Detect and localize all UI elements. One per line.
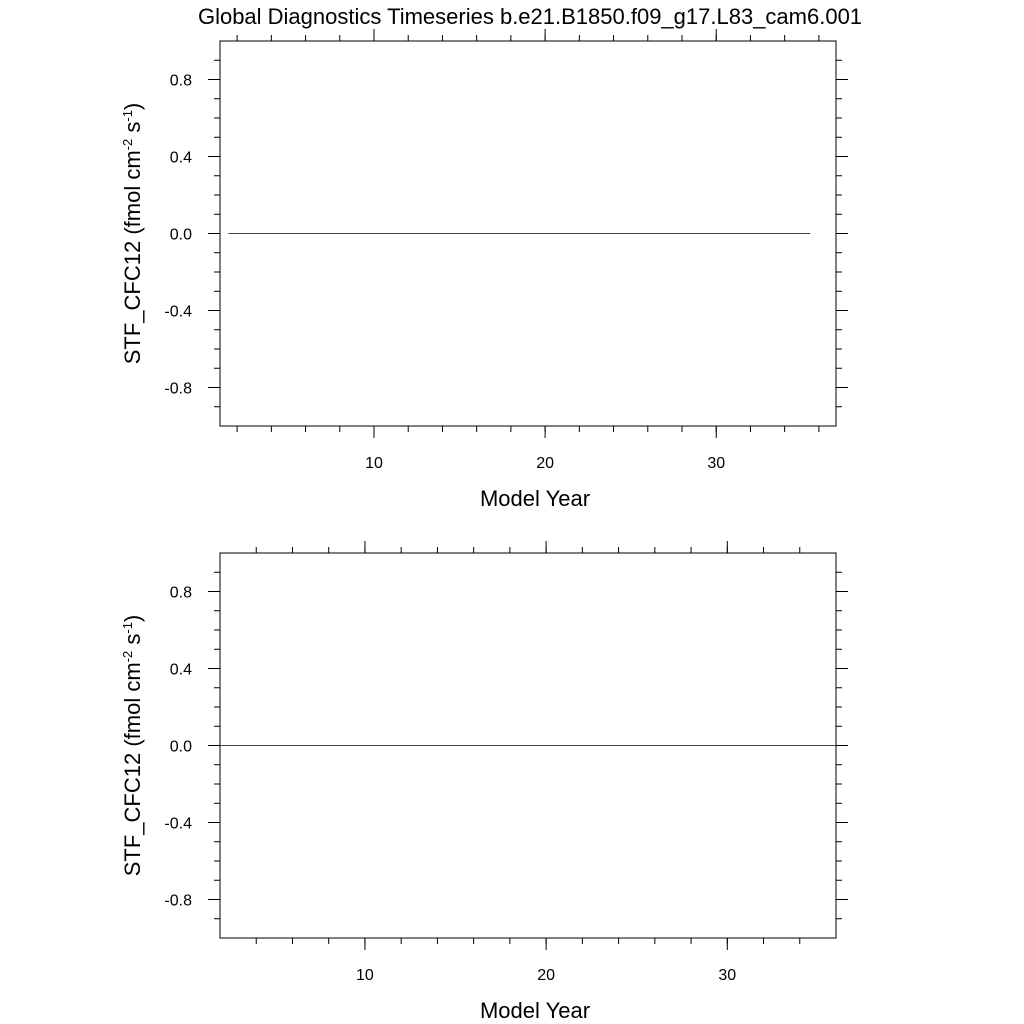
y-tick-label: 0.4 [170, 662, 192, 679]
panels: 10 20 30 0.8 0.4 0.0 -0.4 -0.8 Model Year STF_CFC… [120, 29, 848, 1023]
y-axis-label-sup2: -1 [120, 622, 135, 634]
y-axis-label: STF_CFC12 (fmol cm-2 s-1) [120, 103, 145, 365]
y-axis-label-end: ) [120, 103, 145, 110]
x-axis-label: Model Year [480, 998, 590, 1023]
x-minor-ticks [255, 547, 801, 944]
chart-title: Global Diagnostics Timeseries b.e21.B185… [198, 4, 862, 29]
y-axis-label-sup2: -1 [120, 110, 135, 122]
y-tick-label: -0.8 [164, 893, 192, 910]
y-tick-label: 0.4 [170, 150, 192, 167]
y-axis-label-mid: s [120, 634, 145, 651]
y-tick-label: -0.4 [164, 304, 192, 321]
y-axis-label-sup1: -2 [120, 139, 135, 151]
x-tick-label: 10 [356, 967, 374, 984]
x-tick-label: 30 [718, 967, 736, 984]
y-tick-label: 0.0 [170, 739, 192, 756]
y-tick-label: 0.0 [170, 227, 192, 244]
panel-2: 10 20 30 0.8 0.4 0.0 -0.4 -0.8 Model Year STF_CFC… [120, 541, 848, 1023]
y-tick-label: 0.8 [170, 585, 192, 602]
y-axis-label-main: STF_CFC12 (fmol cm [120, 150, 145, 364]
y-axis-label-sup1: -2 [120, 651, 135, 663]
x-tick-label: 30 [707, 455, 725, 472]
y-tick-label: 0.8 [170, 73, 192, 90]
y-axis-label-mid: s [120, 122, 145, 139]
panel-1: 10 20 30 0.8 0.4 0.0 -0.4 -0.8 Model Year STF_CFC… [120, 29, 848, 511]
y-axis-label-end: ) [120, 615, 145, 622]
y-axis-label-main: STF_CFC12 (fmol cm [120, 662, 145, 876]
y-tick-label: -0.4 [164, 816, 192, 833]
y-tick-label: -0.8 [164, 381, 192, 398]
x-tick-label: 10 [365, 455, 383, 472]
y-axis-label: STF_CFC12 (fmol cm-2 s-1) [120, 615, 145, 877]
x-tick-label: 20 [537, 967, 555, 984]
x-axis-label: Model Year [480, 486, 590, 511]
x-tick-label: 20 [536, 455, 554, 472]
